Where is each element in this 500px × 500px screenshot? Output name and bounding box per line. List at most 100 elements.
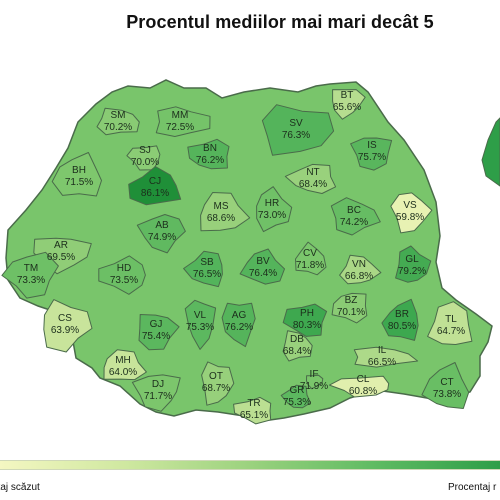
county-cl xyxy=(329,375,390,398)
county-label-bh: BH 71.5% xyxy=(65,165,93,189)
county-value: 75.3% xyxy=(282,397,312,408)
county-code: IS xyxy=(367,140,377,151)
county-label-dj: DJ 71.7% xyxy=(144,379,172,403)
county-code: DJ xyxy=(151,379,165,390)
county-gl xyxy=(395,245,432,283)
county-value: 64.0% xyxy=(108,367,138,378)
county-value: 71.8% xyxy=(295,260,325,271)
county-value: 64.7% xyxy=(436,326,466,337)
county-value: 73.8% xyxy=(432,389,462,400)
county-br xyxy=(381,298,419,341)
county-label-tl: TL 64.7% xyxy=(437,314,465,338)
county-label-cv: CV 71.8% xyxy=(296,248,324,272)
county-label-nt: NT 68.4% xyxy=(299,167,327,191)
county-gj xyxy=(138,314,180,351)
county-value: 73.0% xyxy=(257,210,287,221)
county-cj xyxy=(128,166,182,206)
county-label-bv: BV 76.4% xyxy=(249,256,277,280)
county-label-bz: BZ 70.1% xyxy=(337,295,365,319)
county-value: 76.3% xyxy=(281,130,311,141)
county-value: 65.1% xyxy=(239,410,269,421)
county-tl xyxy=(427,301,473,345)
county-label-ar: AR 69.5% xyxy=(47,240,75,264)
county-cv xyxy=(295,241,327,276)
county-value: 76.2% xyxy=(195,155,225,166)
county-value: 75.4% xyxy=(141,331,171,342)
county-code: SM xyxy=(110,110,126,121)
county-hr xyxy=(256,186,293,233)
county-label-gl: GL 79.2% xyxy=(398,254,426,278)
county-code: BV xyxy=(256,256,270,267)
county-label-sb: SB 76.5% xyxy=(193,257,221,281)
county-code: BT xyxy=(340,90,354,101)
county-code: MS xyxy=(213,201,229,212)
county-code: TM xyxy=(23,263,39,274)
county-label-bn: BN 76.2% xyxy=(196,143,224,167)
county-bz xyxy=(331,292,368,324)
county-code: IL xyxy=(377,345,387,356)
county-code: SJ xyxy=(139,145,151,156)
county-code: BN xyxy=(203,143,217,154)
county-label-sv: SV 76.3% xyxy=(282,118,310,142)
county-label-cl: CL 60.8% xyxy=(349,374,377,398)
county-code: BC xyxy=(347,205,361,216)
county-gr xyxy=(280,384,311,409)
legend-high-label: Procentaj r xyxy=(448,482,497,493)
county-bh xyxy=(51,152,102,197)
neighbor-region xyxy=(481,117,500,187)
legend-gradient-bar xyxy=(0,460,500,470)
county-code: AG xyxy=(231,310,247,321)
county-code: IF xyxy=(309,369,319,380)
county-code: GL xyxy=(405,254,419,265)
county-label-tm: TM 73.3% xyxy=(17,263,45,287)
county-tr xyxy=(233,396,272,425)
county-value: 75.3% xyxy=(185,322,215,333)
county-code: SB xyxy=(200,257,214,268)
county-label-cs: CS 63.9% xyxy=(51,313,79,337)
county-value: 76.4% xyxy=(248,268,278,279)
county-vs xyxy=(390,192,433,234)
county-vl xyxy=(184,299,217,350)
county-dj xyxy=(131,374,181,412)
county-code: TR xyxy=(247,398,261,409)
county-code: GR xyxy=(289,385,305,396)
county-value: 69.5% xyxy=(46,252,76,263)
county-value: 73.5% xyxy=(109,275,139,286)
county-label-hd: HD 73.5% xyxy=(110,263,138,287)
county-code: SV xyxy=(289,118,303,129)
county-db xyxy=(282,330,313,362)
county-code: HD xyxy=(116,263,132,274)
county-value: 74.9% xyxy=(147,232,177,243)
county-value: 80.5% xyxy=(387,321,417,332)
county-value: 86.1% xyxy=(140,188,170,199)
county-value: 66.8% xyxy=(344,271,374,282)
county-code: VS xyxy=(403,200,417,211)
county-cs xyxy=(43,299,93,353)
county-label-ab: AB 74.9% xyxy=(148,220,176,244)
county-code: BH xyxy=(72,165,86,176)
county-value: 71.7% xyxy=(143,391,173,402)
county-value: 72.5% xyxy=(165,122,195,133)
county-code: MH xyxy=(115,355,131,366)
county-label-br: BR 80.5% xyxy=(388,309,416,333)
county-label-mh: MH 64.0% xyxy=(109,355,137,379)
county-label-sj: SJ 70.0% xyxy=(131,145,159,169)
county-label-bt: BT 65.6% xyxy=(333,90,361,114)
county-label-bc: BC 74.2% xyxy=(340,205,368,229)
county-label-ph: PH 80.3% xyxy=(293,308,321,332)
county-label-ms: MS 68.6% xyxy=(207,201,235,225)
county-label-vl: VL 75.3% xyxy=(186,310,214,334)
county-ms xyxy=(200,192,251,232)
map-title: Procentul mediilor mai mari decât 5 xyxy=(126,12,434,32)
county-value: 65.6% xyxy=(332,102,362,113)
county-ag xyxy=(221,302,256,348)
county-vn xyxy=(339,254,382,285)
county-value: 74.2% xyxy=(339,217,369,228)
county-value: 79.2% xyxy=(397,266,427,277)
county-value: 73.3% xyxy=(16,275,46,286)
county-code: CV xyxy=(303,248,317,259)
county-value: 71.9% xyxy=(299,381,329,392)
county-value: 63.9% xyxy=(50,325,80,336)
county-label-cj: CJ 86.1% xyxy=(141,176,169,200)
county-code: VN xyxy=(352,259,366,270)
